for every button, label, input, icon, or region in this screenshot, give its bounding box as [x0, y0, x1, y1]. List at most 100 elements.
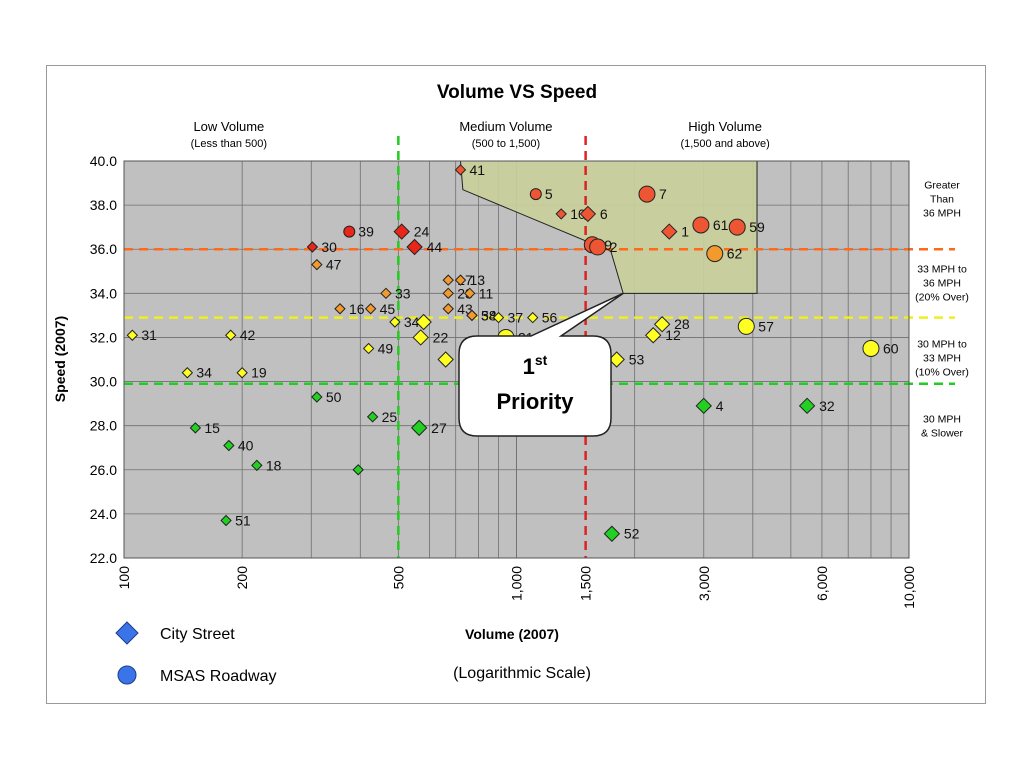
- point-label: 56: [542, 310, 558, 326]
- point-label: 37: [508, 310, 524, 326]
- point-label: 31: [141, 327, 157, 343]
- legend-diamond-icon: [115, 621, 139, 645]
- point-label: 18: [266, 457, 282, 473]
- speed-band-label: Than: [930, 193, 954, 205]
- point-circle: [589, 238, 607, 256]
- point-circle: [638, 185, 656, 203]
- chart-title: Volume VS Speed: [437, 82, 597, 103]
- y-tick-label: 22.0: [90, 550, 117, 566]
- callout-rank: 1st: [523, 352, 548, 379]
- point-label: 5: [545, 186, 553, 202]
- point-diamond: [454, 274, 467, 286]
- point-diamond: [661, 223, 678, 240]
- point-label: 54: [481, 307, 497, 323]
- point-diamond: [437, 351, 454, 368]
- point-label: 30: [321, 239, 337, 255]
- point-diamond: [364, 303, 377, 315]
- point-circle: [343, 225, 356, 238]
- point-label: 28: [674, 316, 690, 332]
- point-label: 25: [382, 409, 398, 425]
- point-diamond: [224, 329, 237, 341]
- volume-band-sublabel: (1,500 and above): [680, 138, 769, 150]
- point-label: 1: [681, 224, 689, 240]
- point-label: 7: [659, 186, 667, 202]
- point-label: 49: [378, 340, 394, 356]
- y-tick-label: 38.0: [90, 197, 117, 213]
- point-diamond: [251, 459, 263, 472]
- point-label: 62: [727, 246, 743, 262]
- point-label: 59: [749, 219, 765, 235]
- priority-callout: 1st Priority: [458, 292, 624, 437]
- point-circle: [692, 216, 710, 234]
- point-diamond: [389, 316, 401, 328]
- speed-band-label: Greater: [924, 179, 960, 191]
- point-label: 22: [433, 329, 449, 345]
- point-diamond: [306, 241, 319, 253]
- point-diamond: [366, 411, 379, 423]
- point-circle: [737, 317, 755, 335]
- plot-border: [123, 160, 910, 559]
- speed-band-label: (20% Over): [915, 291, 969, 303]
- point-label: 9: [604, 237, 612, 253]
- point-label: 12: [665, 327, 681, 343]
- y-tick-label: 34.0: [90, 285, 117, 301]
- point-diamond: [380, 287, 392, 300]
- x-tick-label: 3,000: [696, 566, 712, 601]
- y-tick-label: 26.0: [90, 462, 117, 478]
- point-diamond: [442, 303, 454, 315]
- point-label: 42: [240, 327, 256, 343]
- point-label: 41: [470, 162, 486, 178]
- point-label: 57: [758, 318, 774, 334]
- y-tick-label: 28.0: [90, 418, 117, 434]
- x-axis-title: Volume (2007): [465, 626, 559, 642]
- point-label: 51: [235, 513, 251, 529]
- x-axis-note: (Logarithmic Scale): [453, 665, 591, 682]
- point-circle: [706, 245, 724, 263]
- point-circle: [728, 218, 746, 236]
- volume-band-sublabel: (Less than 500): [191, 138, 267, 150]
- point-label: 2: [610, 239, 618, 255]
- point-label: 13: [470, 272, 486, 288]
- point-diamond: [464, 287, 476, 300]
- point-label: 44: [427, 239, 443, 255]
- point-diamond: [220, 514, 232, 527]
- point-label: 39: [358, 224, 374, 240]
- point-label: 34: [404, 314, 420, 330]
- point-label: 45: [380, 301, 396, 317]
- legend-circle-icon: [117, 665, 137, 685]
- point-diamond: [393, 223, 410, 240]
- point-diamond: [492, 311, 505, 324]
- point-diamond: [311, 391, 323, 403]
- speed-band-label: 30 MPH to: [917, 338, 967, 350]
- point-circle: [862, 339, 880, 357]
- point-diamond: [653, 316, 671, 333]
- x-tick-label: 100: [116, 566, 132, 590]
- point-diamond: [334, 303, 346, 315]
- point-diamond: [695, 397, 712, 415]
- point-diamond: [311, 258, 323, 271]
- point-label: 32: [819, 398, 835, 414]
- point-diamond: [442, 287, 454, 300]
- point-diamond: [442, 274, 454, 286]
- y-tick-label: 36.0: [90, 241, 117, 257]
- point-circle: [529, 188, 542, 201]
- x-tick-label: 10,000: [901, 566, 917, 609]
- speed-band-label: (10% Over): [915, 366, 969, 378]
- y-tick-label: 30.0: [90, 374, 117, 390]
- legend-label: City Street: [160, 626, 235, 643]
- volume-band-sublabel: (500 to 1,500): [472, 138, 541, 150]
- speed-band-label: 33 MPH to: [917, 263, 967, 275]
- volume-band-label: Medium Volume: [459, 119, 552, 134]
- point-diamond: [352, 464, 364, 476]
- y-axis-title: Speed (2007): [52, 316, 68, 402]
- point-label: 38: [481, 307, 497, 323]
- y-tick-label: 32.0: [90, 329, 117, 345]
- point-diamond: [798, 397, 816, 415]
- speed-band-label: 36 MPH: [923, 277, 961, 289]
- point-label: 33: [395, 285, 411, 301]
- point-diamond: [579, 205, 597, 223]
- point-label: 47: [326, 257, 342, 273]
- x-tick-label: 1,000: [509, 566, 525, 601]
- callout-priority: Priority: [496, 389, 574, 414]
